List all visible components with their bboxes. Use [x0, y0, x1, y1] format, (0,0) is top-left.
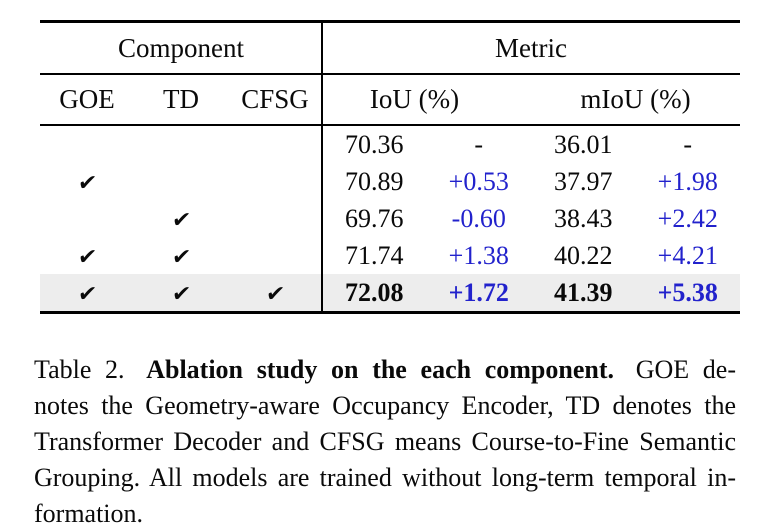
column-header-miou: mIoU (%) [580, 84, 691, 114]
ablation-table: Component Metric GOE TD CFSG IoU (%) mIo… [40, 20, 740, 314]
cfsg-check-cell [228, 204, 322, 234]
caption-line-3: Transformer Decoder and CFSG means Cours… [34, 427, 736, 456]
table-mid-rule-1 [40, 73, 740, 75]
miou-delta: +1.98 [657, 166, 718, 196]
td-check-cell [134, 130, 228, 160]
cfsg-check-cell [228, 241, 322, 271]
table-row-td: ✔ 69.76 -0.60 38.43 +2.42 [40, 200, 740, 237]
miou-value: 41.39 [554, 277, 613, 307]
iou-delta: -0.60 [451, 203, 506, 233]
miou-value: 37.97 [554, 166, 613, 196]
iou-delta: - [474, 129, 484, 159]
table-body: 70.36 - 36.01 - ✔ 70.89 +0.53 37.97 +1.9… [40, 126, 740, 311]
td-check-cell [134, 167, 228, 197]
caption-line-1: Table 2. Ablation study on the each comp… [34, 352, 736, 388]
goe-check-cell [40, 130, 134, 160]
table-caption: Table 2. Ablation study on the each comp… [34, 352, 736, 532]
caption-line-4: Grouping. All models are trained without… [34, 463, 736, 492]
component-group-header: Component [118, 32, 244, 63]
cfsg-check-cell [228, 130, 322, 160]
miou-value: 40.22 [554, 240, 613, 270]
miou-delta: +5.38 [657, 277, 718, 307]
iou-delta: +1.38 [448, 240, 509, 270]
table-top-rule [40, 20, 740, 23]
table-row-full-model: ✔ ✔ ✔ 72.08 +1.72 41.39 +5.38 [40, 274, 740, 311]
caption-title: Ablation study on the each component. [146, 355, 615, 384]
column-header-td: TD [163, 84, 199, 114]
check-icon: ✔ [170, 281, 192, 307]
iou-value: 70.36 [345, 129, 404, 159]
table-vertical-divider [321, 23, 323, 311]
cfsg-check-cell: ✔ [228, 278, 322, 308]
goe-check-cell: ✔ [40, 278, 134, 308]
table-column-header-row: GOE TD CFSG IoU (%) mIoU (%) [40, 75, 740, 124]
miou-value: 36.01 [554, 129, 613, 159]
check-icon: ✔ [170, 207, 192, 233]
check-icon: ✔ [264, 281, 286, 307]
column-header-iou: IoU (%) [322, 84, 531, 115]
td-check-cell: ✔ [134, 204, 228, 234]
iou-delta: +0.53 [448, 166, 509, 196]
td-check-cell: ✔ [134, 278, 228, 308]
check-icon: ✔ [170, 244, 192, 270]
check-icon: ✔ [76, 170, 98, 196]
caption-line-5: formation. [34, 499, 144, 528]
caption-label: Table 2. [34, 355, 125, 384]
metric-group-header: Metric [495, 32, 567, 63]
iou-value: 71.74 [345, 240, 404, 270]
cfsg-check-cell [228, 167, 322, 197]
table-mid-rule-2 [40, 124, 740, 126]
table-bottom-rule [40, 311, 740, 314]
miou-value: 38.43 [554, 203, 613, 233]
miou-delta: +4.21 [657, 240, 718, 270]
table-row-baseline: 70.36 - 36.01 - [40, 126, 740, 163]
iou-value: 69.76 [345, 203, 404, 233]
iou-delta: +1.72 [448, 277, 509, 307]
goe-check-cell: ✔ [40, 241, 134, 271]
caption-text: GOE de- [635, 355, 736, 384]
table-row-goe: ✔ 70.89 +0.53 37.97 +1.98 [40, 163, 740, 200]
table-group-header-row: Component Metric [40, 23, 740, 73]
check-icon: ✔ [76, 244, 98, 270]
goe-check-cell [40, 204, 134, 234]
iou-value: 70.89 [345, 166, 404, 196]
column-header-cfsg: CFSG [241, 84, 309, 114]
goe-check-cell: ✔ [40, 167, 134, 197]
td-check-cell: ✔ [134, 241, 228, 271]
miou-delta: - [683, 129, 693, 159]
caption-line-2: notes the Geometry-aware Occupancy Encod… [34, 391, 736, 420]
column-header-iou-label: IoU (%) [369, 84, 460, 114]
miou-delta: +2.42 [657, 203, 718, 233]
column-header-goe: GOE [59, 84, 115, 114]
check-icon: ✔ [76, 281, 98, 307]
table-row-goe-td: ✔ ✔ 71.74 +1.38 40.22 +4.21 [40, 237, 740, 274]
iou-value: 72.08 [345, 277, 404, 307]
